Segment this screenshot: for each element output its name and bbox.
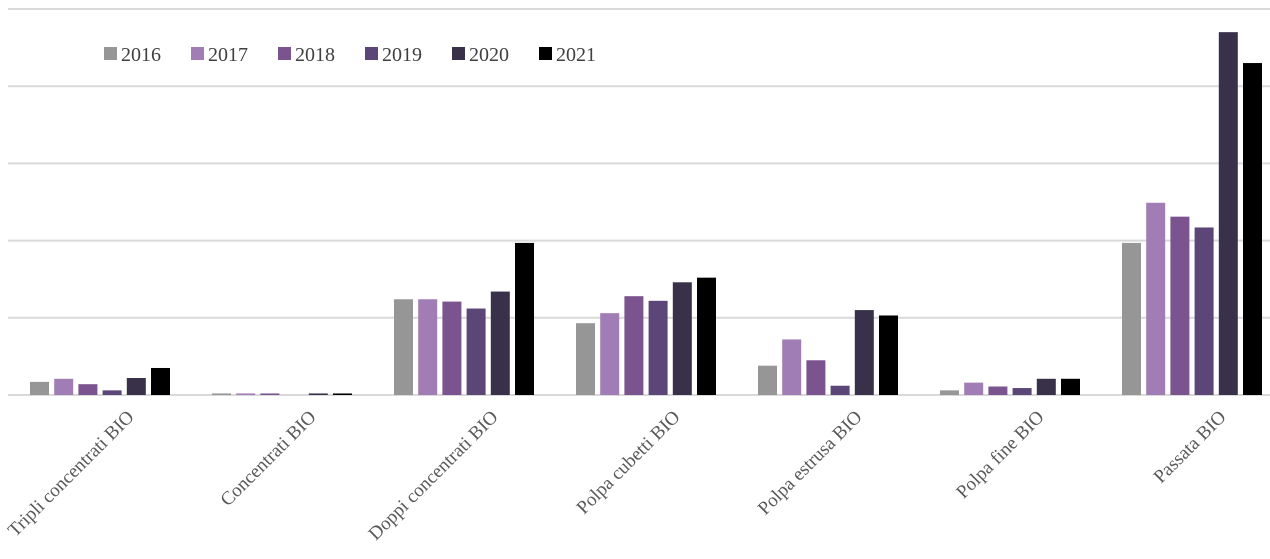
bar-2020-3 xyxy=(672,282,692,395)
x-tick-label: Doppi concentrati BIO xyxy=(365,407,503,545)
legend-label-2018: 2018 xyxy=(295,44,335,66)
x-tick-label: Concentrati BIO xyxy=(217,407,321,511)
bar-2016-4 xyxy=(758,365,777,395)
legend-label-2021: 2021 xyxy=(556,44,596,66)
x-tick-label: Polpa fine BIO xyxy=(952,407,1048,503)
bar-2018-0 xyxy=(78,384,98,395)
legend-swatch-2020 xyxy=(452,47,465,60)
bar-2021-4 xyxy=(879,315,898,395)
legend-swatch-2019 xyxy=(365,47,378,60)
legend-swatch-2021 xyxy=(539,47,552,60)
bar-2017-6 xyxy=(1146,202,1166,395)
x-tick-label: Polpa cubetti BIO xyxy=(573,407,685,519)
bar-2020-6 xyxy=(1218,32,1238,395)
bar-2021-6 xyxy=(1243,63,1262,395)
x-tick-label: Passata BIO xyxy=(1150,407,1231,488)
bar-2018-5 xyxy=(988,386,1008,395)
bar-2019-4 xyxy=(830,385,850,395)
bar-2017-2 xyxy=(418,299,438,395)
bars xyxy=(30,32,1262,395)
bar-2018-3 xyxy=(624,296,644,395)
legend-swatch-2016 xyxy=(104,47,117,60)
bar-2016-2 xyxy=(394,299,413,395)
bar-2017-4 xyxy=(782,339,802,395)
bar-2017-0 xyxy=(54,378,74,395)
bar-2019-2 xyxy=(466,308,486,395)
x-axis: Tripli concentrati BIO Concentrati BIO Dop… xyxy=(4,407,1231,545)
gridlines xyxy=(8,8,1270,396)
bar-2019-6 xyxy=(1194,227,1214,395)
bar-2018-2 xyxy=(442,301,462,395)
x-tick-label: Tripli concentrati BIO xyxy=(4,407,139,542)
bar-2021-0 xyxy=(151,367,170,395)
bar-2018-6 xyxy=(1170,216,1190,395)
bar-2017-3 xyxy=(600,313,620,395)
bar-2017-1 xyxy=(236,393,256,395)
bar-2020-1 xyxy=(308,393,328,395)
legend-label-2019: 2019 xyxy=(382,44,422,66)
bar-2019-0 xyxy=(102,390,122,395)
bar-2020-4 xyxy=(854,310,874,395)
bar-2018-4 xyxy=(806,360,826,395)
legend-swatch-2018 xyxy=(278,47,291,60)
bar-2021-1 xyxy=(333,393,352,395)
legend-label-2017: 2017 xyxy=(208,44,248,66)
legend-label-2020: 2020 xyxy=(469,44,509,66)
bar-2021-5 xyxy=(1061,378,1080,395)
bar-2016-0 xyxy=(30,381,49,395)
legend-label-2016: 2016 xyxy=(121,44,161,66)
bar-2016-6 xyxy=(1122,242,1141,395)
bar-2018-1 xyxy=(260,393,280,395)
bar-2016-1 xyxy=(212,393,231,395)
bar-2021-2 xyxy=(515,242,534,395)
legend-swatch-2017 xyxy=(191,47,204,60)
bar-2017-5 xyxy=(964,382,984,395)
bar-2016-5 xyxy=(940,390,959,395)
bar-2020-5 xyxy=(1036,378,1056,395)
bar-2020-0 xyxy=(126,378,146,395)
bar-2019-3 xyxy=(648,300,668,395)
legend: 2016 2017 2018 2019 2020 2021 xyxy=(104,44,596,66)
bar-2021-3 xyxy=(697,277,716,395)
bar-2016-3 xyxy=(576,323,595,395)
bar-2020-2 xyxy=(490,291,510,395)
x-tick-label: Polpa estrusa BIO xyxy=(754,407,867,520)
bar-2019-5 xyxy=(1012,388,1032,395)
